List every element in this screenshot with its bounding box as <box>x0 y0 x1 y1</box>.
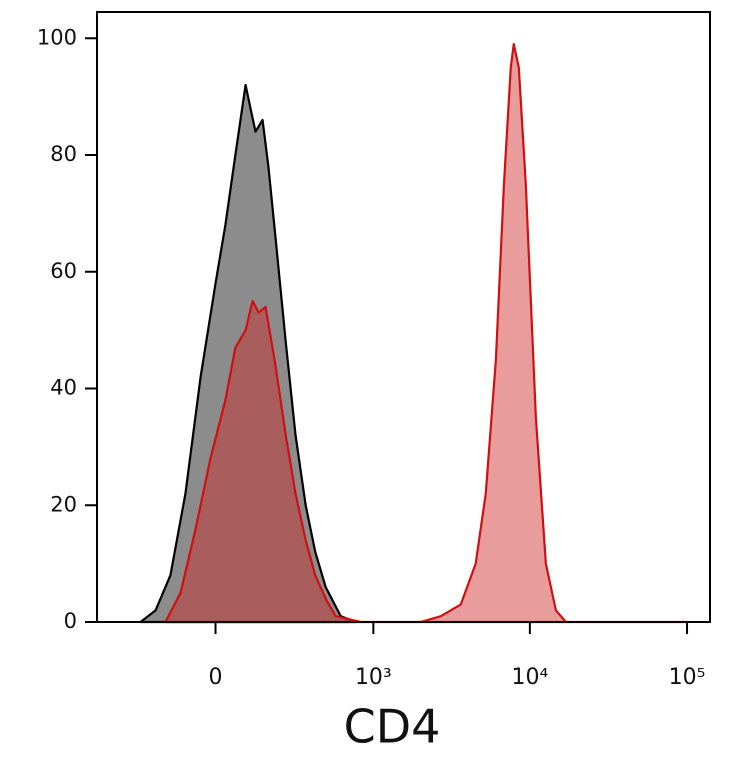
x-tick-label: 10⁵ <box>669 665 706 690</box>
plot-frame <box>96 11 711 623</box>
x-tick-label: 10³ <box>355 665 392 690</box>
y-tick-label: 0 <box>64 609 77 633</box>
y-tick-label: 40 <box>50 376 77 400</box>
x-tick-label: 0 <box>209 665 223 690</box>
y-tick-label: 100 <box>37 25 77 49</box>
y-tick-label: 80 <box>50 142 77 166</box>
y-tick-label: 60 <box>50 259 77 283</box>
histogram-area <box>139 83 357 624</box>
y-tick-label: 20 <box>50 492 77 516</box>
x-tick-label: 10⁴ <box>511 665 548 690</box>
x-axis-label: CD4 <box>344 700 441 754</box>
